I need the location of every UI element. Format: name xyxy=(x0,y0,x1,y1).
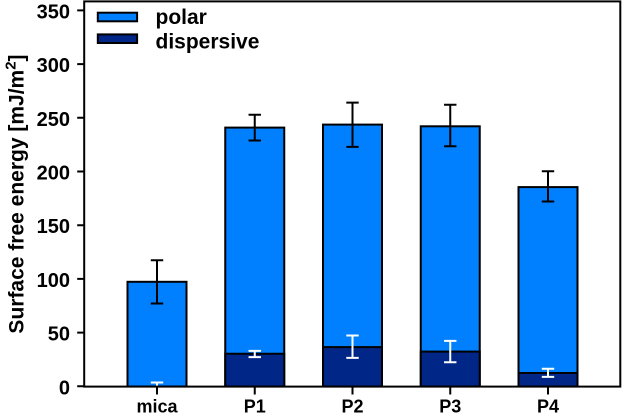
svg-text:100: 100 xyxy=(37,270,70,292)
svg-text:P1: P1 xyxy=(244,397,266,417)
svg-text:300: 300 xyxy=(37,55,70,77)
svg-text:P4: P4 xyxy=(537,397,559,417)
svg-text:350: 350 xyxy=(37,1,70,23)
svg-text:50: 50 xyxy=(48,324,70,346)
svg-text:200: 200 xyxy=(37,163,70,185)
svg-text:polar: polar xyxy=(156,6,207,29)
svg-text:0: 0 xyxy=(59,377,70,399)
svg-text:150: 150 xyxy=(37,216,70,238)
svg-text:mica: mica xyxy=(136,397,178,417)
svg-text:Surface free energy [mJ/m2]: Surface free energy [mJ/m2] xyxy=(3,54,29,333)
svg-text:P2: P2 xyxy=(341,397,363,417)
svg-text:P3: P3 xyxy=(439,397,461,417)
svg-text:dispersive: dispersive xyxy=(156,30,260,53)
svg-text:250: 250 xyxy=(37,109,70,131)
